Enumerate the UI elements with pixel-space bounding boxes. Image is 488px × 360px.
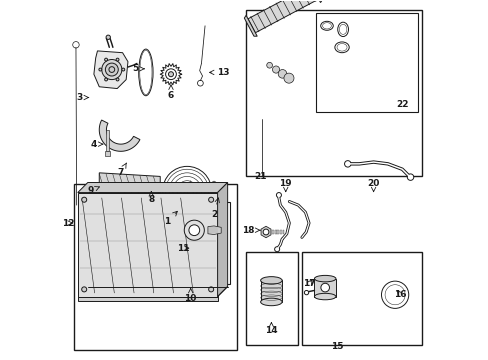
Polygon shape: [78, 183, 227, 193]
Bar: [105, 151, 110, 156]
Polygon shape: [247, 0, 318, 33]
Polygon shape: [261, 226, 270, 238]
Circle shape: [81, 197, 86, 202]
Polygon shape: [217, 183, 227, 297]
Bar: [314, 279, 335, 297]
Bar: [272, 230, 274, 234]
Text: 11: 11: [177, 244, 189, 253]
Circle shape: [105, 63, 118, 76]
Text: 12: 12: [62, 219, 75, 228]
Text: 21: 21: [254, 172, 266, 181]
Bar: [316, 13, 418, 112]
Ellipse shape: [320, 21, 333, 30]
Polygon shape: [207, 226, 221, 234]
Circle shape: [102, 59, 122, 80]
Bar: [74, 184, 237, 350]
Bar: [260, 280, 282, 302]
Bar: [211, 194, 217, 196]
Bar: [277, 230, 279, 234]
Bar: [301, 252, 421, 345]
Text: 1: 1: [164, 211, 177, 226]
Ellipse shape: [260, 298, 282, 306]
Ellipse shape: [337, 22, 348, 37]
Polygon shape: [78, 193, 217, 297]
Bar: [105, 130, 109, 151]
Polygon shape: [244, 15, 257, 36]
Circle shape: [165, 69, 176, 80]
Polygon shape: [210, 181, 217, 190]
Circle shape: [272, 66, 279, 73]
Circle shape: [106, 35, 110, 40]
Text: 8: 8: [148, 192, 154, 204]
Text: 4: 4: [90, 140, 102, 149]
Polygon shape: [78, 297, 217, 301]
Text: 9: 9: [87, 186, 99, 195]
Polygon shape: [99, 120, 140, 151]
Text: 20: 20: [366, 179, 379, 192]
Polygon shape: [99, 173, 160, 196]
Circle shape: [99, 68, 102, 71]
Circle shape: [104, 58, 107, 61]
Text: 19: 19: [279, 179, 291, 192]
Circle shape: [116, 58, 119, 61]
Bar: [169, 202, 230, 284]
Circle shape: [116, 78, 119, 81]
Text: 16: 16: [393, 290, 406, 299]
Ellipse shape: [334, 42, 348, 53]
Ellipse shape: [260, 276, 282, 284]
Text: 5: 5: [132, 64, 144, 73]
Text: 17: 17: [302, 279, 315, 288]
Circle shape: [284, 73, 293, 83]
Polygon shape: [309, 0, 322, 3]
Circle shape: [266, 62, 272, 68]
Text: 10: 10: [184, 288, 197, 303]
Circle shape: [276, 193, 281, 198]
Circle shape: [381, 281, 408, 309]
Circle shape: [320, 283, 329, 292]
Bar: [211, 197, 217, 199]
Text: 14: 14: [264, 323, 277, 335]
Text: 3: 3: [76, 93, 88, 102]
Circle shape: [104, 78, 107, 81]
Circle shape: [208, 197, 213, 202]
Text: 15: 15: [331, 342, 343, 351]
Circle shape: [344, 161, 350, 167]
Text: 6: 6: [167, 85, 174, 100]
Bar: [282, 230, 284, 234]
Circle shape: [184, 220, 204, 240]
Circle shape: [168, 72, 173, 77]
Circle shape: [304, 291, 308, 295]
Ellipse shape: [314, 275, 335, 282]
Circle shape: [278, 69, 286, 78]
Circle shape: [188, 225, 199, 235]
Bar: [280, 230, 281, 234]
Ellipse shape: [314, 293, 335, 300]
Circle shape: [407, 174, 413, 180]
Bar: [246, 10, 421, 176]
Text: 18: 18: [242, 226, 260, 235]
Bar: [274, 230, 276, 234]
Text: 13: 13: [209, 68, 229, 77]
Text: 7: 7: [117, 163, 126, 177]
Circle shape: [208, 287, 213, 292]
Bar: [211, 202, 217, 204]
Text: 22: 22: [395, 100, 407, 109]
Circle shape: [274, 247, 279, 252]
Text: 2: 2: [210, 198, 219, 219]
Bar: [211, 191, 217, 193]
Circle shape: [81, 287, 86, 292]
Polygon shape: [94, 51, 128, 89]
Ellipse shape: [139, 49, 153, 96]
Bar: [246, 252, 298, 345]
Circle shape: [122, 68, 124, 71]
Circle shape: [263, 229, 268, 235]
Bar: [211, 205, 217, 207]
Bar: [211, 199, 217, 202]
